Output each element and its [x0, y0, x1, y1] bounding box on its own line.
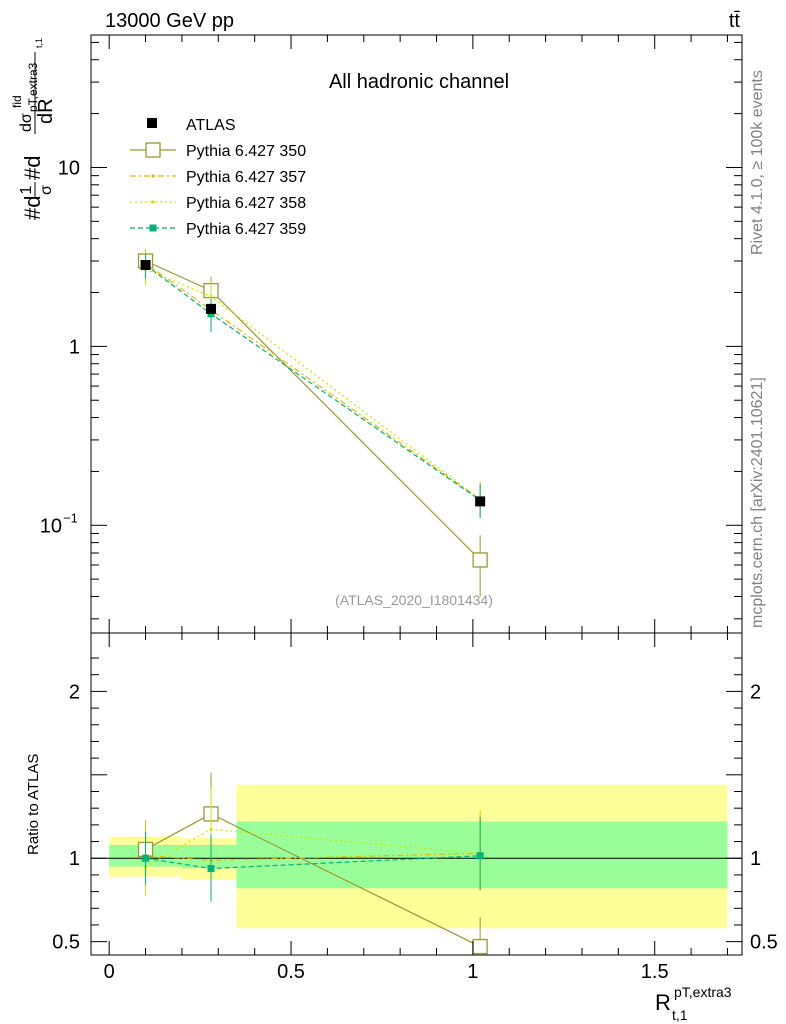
svg-text:fid: fid	[10, 95, 24, 108]
series-3-line	[145, 264, 481, 501]
x-tick-label: 0	[104, 961, 115, 983]
energy-label: 13000 GeV pp	[105, 10, 234, 32]
main-plot-area	[137, 249, 488, 597]
ratio-band-inner	[181, 844, 237, 869]
svg-text:pT,extra3: pT,extra3	[26, 62, 40, 112]
analysis-id: (ATLAS_2020_I1801434)	[335, 592, 493, 608]
legend-marker-3	[149, 224, 157, 232]
legend-marker-2	[151, 200, 155, 204]
legend: ATLAS Pythia 6.427 350 Pythia 6.427 357 Py…	[130, 117, 306, 238]
ratio-y-axis-title: Ratio to ATLAS	[25, 754, 42, 855]
x-tick-label: 1	[467, 961, 478, 983]
y-axis-title: #d 1 σ #d dσ fid pT,extra3 t,1 dR	[10, 38, 57, 220]
ratio-y-tick-label-right: 0.5	[750, 932, 778, 954]
legend-label-2: Pythia 6.427 358	[186, 195, 306, 212]
legend-marker-1	[151, 174, 155, 178]
legend-label-0: Pythia 6.427 350	[186, 143, 306, 160]
chart-title: All hadronic channel	[329, 71, 509, 93]
process-label: tt̄	[729, 10, 741, 32]
ratio-plot-area	[91, 772, 742, 955]
series-3-ratio-point	[207, 865, 215, 873]
y-tick-exponent: −1	[63, 510, 78, 525]
ratio-y-tick-label-left: 0.5	[52, 932, 80, 954]
svg-text:1: 1	[18, 185, 35, 194]
y-tick-label: 1	[69, 336, 80, 358]
ratio-y-tick-label-right: 2	[750, 681, 761, 703]
series-0-line	[145, 260, 481, 561]
rivet-version-label: Rivet 4.1.0, ≥ 100k events	[749, 70, 766, 255]
svg-text:pT,extra3: pT,extra3	[674, 984, 732, 1000]
atlas-data-point	[206, 303, 217, 314]
series-0-ratio-point	[472, 938, 488, 955]
x-tick-label: 1.5	[641, 961, 669, 983]
ratio-y-tick-label-left: 1	[69, 848, 80, 870]
ratio-plot-frame	[90, 632, 743, 956]
ratio-bands	[109, 784, 728, 929]
series-2-point	[209, 294, 213, 299]
svg-text:#d: #d	[20, 156, 45, 180]
x-axis-title: R pT,extra3 t,1	[655, 984, 732, 1023]
y-tick-label: 10	[40, 515, 62, 537]
legend-marker-0	[145, 142, 161, 158]
legend-label-atlas: ATLAS	[186, 117, 236, 134]
series-3-ratio-point	[142, 854, 150, 862]
series-3-ratio-point	[476, 852, 484, 860]
y-tick-label: 10	[58, 157, 80, 179]
legend-label-3: Pythia 6.427 359	[186, 221, 306, 238]
svg-text:#d: #d	[20, 196, 45, 220]
ratio-y-tick-label-left: 2	[69, 681, 80, 703]
svg-text:t,1: t,1	[672, 1007, 688, 1023]
atlas-data-point	[140, 259, 151, 270]
series-2-line	[145, 268, 481, 500]
series-2-ratio-point	[209, 827, 213, 831]
legend-marker-atlas	[147, 118, 157, 128]
svg-text:dσ: dσ	[18, 113, 35, 132]
x-tick-label: 0.5	[277, 961, 305, 983]
atlas-data-point	[475, 496, 486, 507]
svg-text:R: R	[655, 990, 671, 1015]
mcplots-label: mcplots.cern.ch [arXiv:2401.10621]	[749, 377, 766, 628]
legend-label-1: Pythia 6.427 357	[186, 169, 306, 186]
series-0-point	[472, 552, 488, 568]
svg-text:dR: dR	[35, 98, 57, 124]
svg-text:t,1: t,1	[34, 38, 44, 48]
ratio-y-tick-label-right: 1	[750, 848, 761, 870]
series-1-line	[145, 263, 481, 500]
svg-text:σ: σ	[38, 185, 55, 195]
